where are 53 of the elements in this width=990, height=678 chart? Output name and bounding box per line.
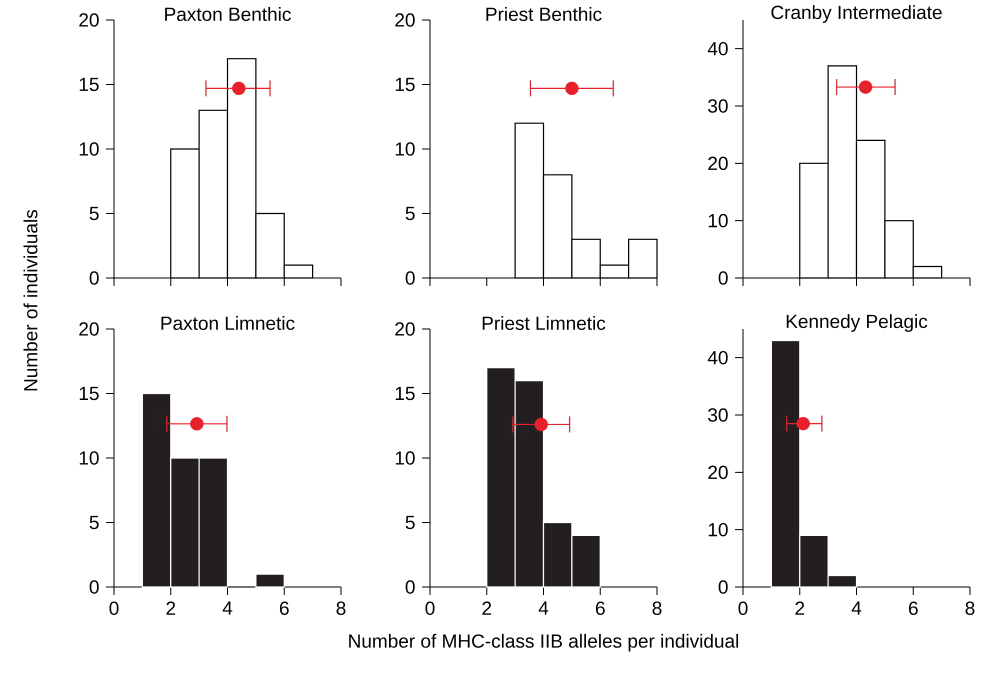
y-tick-label: 0 [90, 271, 99, 285]
x-tick-label: 0 [425, 602, 435, 615]
y-tick-label: 20 [395, 13, 415, 27]
y-tick-label: 40 [708, 42, 728, 56]
y-tick-label: 15 [396, 386, 415, 400]
y-tick-label: 10 [396, 451, 415, 465]
chart-title: Cranby Intermediate [771, 5, 942, 23]
x-tick-label: 4 [852, 602, 862, 615]
x-tick-label: 6 [596, 602, 605, 615]
x-tick-label: 2 [166, 602, 176, 615]
x-tick-label: 6 [908, 602, 918, 615]
y-tick-label: 40 [708, 350, 728, 364]
x-tick-label: 2 [482, 602, 492, 615]
x-tick-label: 0 [738, 602, 748, 615]
chart-title: Priest Benthic [486, 7, 602, 21]
y-tick-label: 15 [396, 78, 415, 92]
y-tick-label: 15 [80, 386, 99, 400]
y-tick-label: 10 [80, 142, 99, 156]
chart-title: Priest Limnetic [482, 316, 606, 330]
y-tick-label: 30 [708, 408, 728, 422]
x-tick-label: 8 [336, 602, 346, 615]
y-tick-label: 20 [708, 466, 728, 480]
y-tick-label: 10 [708, 522, 728, 536]
y-tick-label: 20 [79, 13, 99, 27]
x-tick-label: 0 [109, 602, 119, 615]
y-tick-label: 0 [406, 580, 415, 594]
y-tick-label: 0 [718, 271, 728, 285]
y-tick-label: 0 [718, 580, 728, 594]
x-tick-label: 8 [966, 602, 974, 615]
y-tick-label: 20 [708, 156, 728, 170]
y-tick-label: 15 [80, 78, 99, 92]
chart-title: Paxton Benthic [165, 7, 291, 21]
x-axis-title: Number of MHC-class IIB alleles per individual [349, 634, 738, 652]
chart-title: Paxton Limnetic [161, 316, 295, 330]
y-tick-label: 10 [80, 451, 99, 465]
x-tick-label: 2 [795, 602, 804, 615]
x-tick-label: 6 [280, 602, 289, 615]
y-tick-label: 5 [406, 516, 415, 530]
y-tick-label: 5 [90, 206, 99, 220]
y-tick-label: 30 [708, 99, 728, 113]
y-tick-label: 20 [79, 322, 99, 336]
y-axis-title: Number of individuals [24, 210, 38, 390]
y-tick-label: 10 [708, 214, 728, 228]
y-tick-label: 5 [406, 206, 415, 220]
y-tick-label: 0 [406, 271, 415, 285]
y-tick-label: 10 [396, 142, 415, 156]
x-tick-label: 4 [222, 602, 232, 615]
x-tick-label: 8 [652, 602, 662, 615]
y-tick-label: 0 [90, 580, 99, 594]
x-tick-label: 4 [538, 602, 548, 615]
y-tick-label: 20 [395, 322, 415, 336]
y-tick-label: 5 [90, 516, 99, 530]
chart-title: Kennedy Pelagic [786, 314, 928, 332]
